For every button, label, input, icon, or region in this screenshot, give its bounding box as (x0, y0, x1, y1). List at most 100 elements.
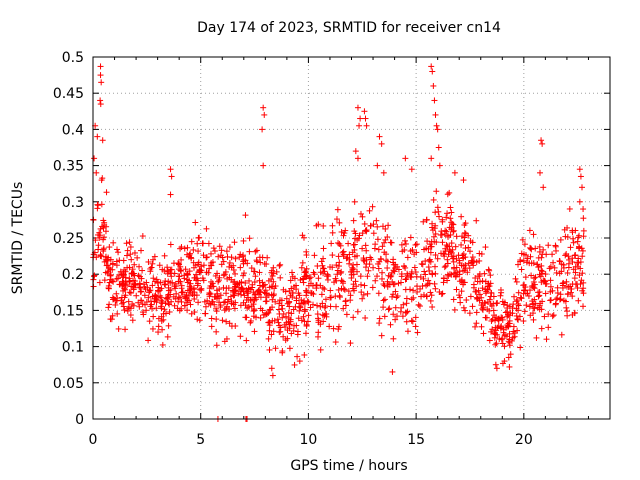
data-point (164, 264, 171, 271)
data-point (358, 289, 365, 296)
data-point (469, 303, 476, 310)
data-point (158, 313, 165, 320)
data-point (246, 248, 253, 255)
data-point (232, 255, 239, 262)
data-point (195, 299, 202, 306)
data-point (416, 303, 423, 310)
data-point (235, 284, 242, 291)
data-point (442, 248, 449, 255)
data-point (542, 278, 549, 285)
data-point (354, 236, 361, 243)
data-point (124, 264, 131, 271)
data-point (285, 315, 292, 322)
data-point (580, 233, 587, 240)
data-point (243, 296, 250, 303)
data-point (156, 262, 163, 269)
data-point (109, 277, 116, 284)
data-point (395, 280, 402, 287)
data-point (427, 297, 434, 304)
data-point (307, 274, 314, 281)
data-point (128, 270, 135, 277)
data-point (213, 342, 220, 349)
data-point (186, 268, 193, 275)
data-point (432, 251, 439, 258)
data-point (194, 275, 201, 282)
data-point (109, 312, 116, 319)
data-point (320, 222, 327, 229)
data-point (369, 203, 376, 210)
data-point (431, 263, 438, 270)
data-point (195, 248, 202, 255)
data-point (432, 285, 439, 292)
data-point (436, 213, 443, 220)
data-point (181, 275, 188, 282)
data-point (421, 268, 428, 275)
data-point (319, 311, 326, 318)
data-point (196, 317, 203, 324)
data-point (203, 254, 210, 261)
data-point (315, 317, 322, 324)
data-point (433, 122, 440, 129)
data-point (150, 275, 157, 282)
data-point (291, 322, 298, 329)
data-point (146, 287, 153, 294)
data-point (431, 97, 438, 104)
data-point (136, 263, 143, 270)
data-point (470, 281, 477, 288)
data-point (209, 259, 216, 266)
data-point (444, 210, 451, 217)
data-point (376, 320, 383, 327)
data-point (486, 307, 493, 314)
data-point (98, 79, 105, 86)
data-point (290, 306, 297, 313)
data-point (126, 304, 133, 311)
data-point (280, 286, 287, 293)
data-point (538, 306, 545, 313)
data-point (127, 251, 134, 258)
data-point (220, 284, 227, 291)
data-point (381, 313, 388, 320)
data-point (170, 260, 177, 267)
data-point (105, 282, 112, 289)
data-point (456, 292, 463, 299)
data-point (420, 291, 427, 298)
data-point (576, 244, 583, 251)
data-point (183, 294, 190, 301)
data-point (340, 253, 347, 260)
data-point (445, 251, 452, 258)
data-point (213, 316, 220, 323)
data-point (259, 126, 266, 133)
data-point (98, 253, 105, 260)
data-point (580, 206, 587, 213)
data-point (161, 281, 168, 288)
data-point (286, 321, 293, 328)
data-point (407, 273, 414, 280)
data-point (526, 287, 533, 294)
data-point (506, 363, 513, 370)
data-point (357, 281, 364, 288)
data-point (138, 288, 145, 295)
data-point (350, 261, 357, 268)
data-point (337, 242, 344, 249)
data-point (322, 296, 329, 303)
data-point (334, 267, 341, 274)
data-point (170, 293, 177, 300)
data-point (425, 277, 432, 284)
data-point (146, 318, 153, 325)
data-point (563, 304, 570, 311)
data-point (426, 256, 433, 263)
data-point (338, 228, 345, 235)
data-point (168, 173, 175, 180)
data-point (392, 304, 399, 311)
data-point (530, 278, 537, 285)
data-point (472, 288, 479, 295)
data-point (432, 111, 439, 118)
data-point (552, 243, 559, 250)
data-point (500, 301, 507, 308)
data-point (423, 216, 430, 223)
data-point (515, 261, 522, 268)
data-point (445, 272, 452, 279)
data-point (547, 277, 554, 284)
data-point (403, 318, 410, 325)
data-point (97, 72, 104, 79)
